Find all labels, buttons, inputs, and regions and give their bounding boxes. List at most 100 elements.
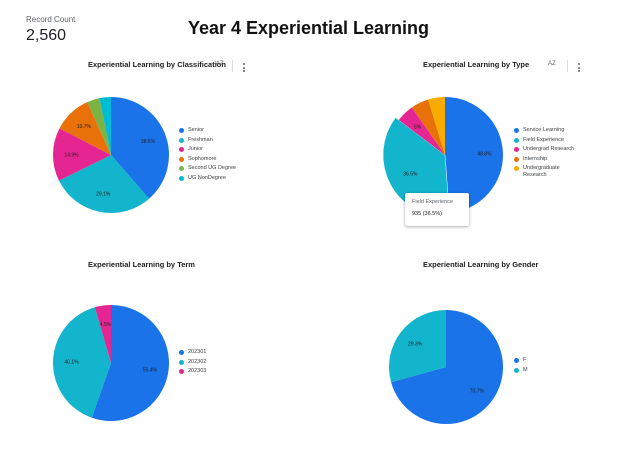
legend-item-freshman[interactable]: Freshman: [179, 137, 236, 144]
legend-label: Field Experience: [523, 136, 564, 143]
legend-item-f[interactable]: F: [514, 357, 528, 364]
legend-label: 202303: [188, 368, 207, 374]
pie-slice-service-learning[interactable]: [445, 97, 504, 213]
legend-item-m[interactable]: M: [514, 367, 528, 374]
legend-item-senior[interactable]: Senior: [179, 127, 236, 134]
legend-label: Junior: [188, 146, 203, 152]
pie-data-label: 40.1%: [64, 360, 79, 366]
pie-slice-internship[interactable]: [411, 99, 445, 155]
legend-item-field-experience[interactable]: Field Experience: [514, 137, 574, 144]
legend-swatch: [514, 128, 519, 133]
pie-data-label: 14.9%: [64, 152, 79, 158]
sort-az-icon[interactable]: AZ: [548, 61, 556, 67]
legend-label: 202302: [188, 358, 207, 365]
legend-swatch: [179, 175, 184, 181]
pie-slice-202302[interactable]: [53, 307, 111, 418]
legend-item-202302[interactable]: 202302: [179, 359, 206, 366]
legend-label: Senior: [188, 127, 204, 133]
legend-swatch: [179, 359, 184, 365]
legend-term: 202301 202302 202303: [179, 349, 206, 378]
pie-chart-gender[interactable]: 70.7% 29.3%: [388, 309, 504, 425]
legend-label: 202301: [188, 349, 207, 355]
pie-data-label: 5%: [414, 124, 422, 130]
legend-type: Service Learning Field Experience Undergra…: [514, 127, 574, 181]
legend-item-202301[interactable]: 202301: [179, 349, 206, 356]
legend-item-internship[interactable]: Internship: [514, 156, 574, 163]
legend-label: Service Learning: [523, 127, 565, 133]
pie-slice-senior[interactable]: [111, 97, 169, 199]
legend-label: Undergraduate Research: [523, 165, 560, 178]
legend-swatch: [179, 128, 184, 133]
pie-slice-m[interactable]: [389, 310, 446, 383]
pie-chart-term[interactable]: 55.4% 40.1% 4.5%: [52, 304, 170, 422]
legend-label: Undergrad Research: [523, 146, 575, 152]
legend-item-undergrad-research[interactable]: Undergrad Research: [514, 146, 574, 153]
tooltip-label: Field Experience: [412, 199, 453, 205]
legend-item-junior[interactable]: Junior: [179, 146, 236, 153]
toolbar-divider: [567, 60, 568, 72]
legend-swatch: [179, 369, 184, 374]
tooltip-value: 935 (36.5%): [412, 211, 442, 217]
report-title: Year 4 Experiential Learning: [187, 18, 430, 38]
pie-slice-ug-nondegree[interactable]: [99, 97, 111, 155]
pie-slice-undergraduate-research[interactable]: [428, 97, 445, 155]
pie-data-label: 38.6%: [141, 139, 156, 145]
legend-swatch: [514, 367, 519, 373]
legend-item-202303[interactable]: 202303: [179, 368, 206, 375]
pie-slice-sophomore[interactable]: [59, 102, 111, 155]
legend-swatch: [179, 137, 184, 143]
legend-item-ug-nondegree[interactable]: UG NonDegree: [179, 175, 236, 182]
legend-item-second-ug-degree[interactable]: Second UG Degree: [179, 165, 236, 172]
legend-label: Sophomore: [188, 155, 217, 162]
legend-swatch: [514, 156, 519, 162]
legend-item-sophomore[interactable]: Sophomore: [179, 156, 236, 163]
legend-swatch: [514, 166, 519, 171]
legend-swatch: [179, 156, 184, 162]
pie-chart-classification[interactable]: 38.6% 29.1% 14.9% 10.7%: [52, 96, 170, 214]
record-count-scorecard[interactable]: Record Count 2,560: [26, 15, 75, 45]
pie-data-label: 70.7%: [470, 388, 485, 394]
legend-label: M: [523, 366, 528, 373]
pie-slice-undergrad-research[interactable]: [398, 107, 445, 155]
legend-label: Freshman: [188, 136, 213, 143]
pie-slice-202301[interactable]: [91, 305, 169, 421]
legend-item-service-learning[interactable]: Service Learning: [514, 127, 574, 134]
chart-title-gender: Experiential Learning by Gender: [423, 260, 539, 269]
chart-tooltip: Field Experience 935 (36.5%): [405, 193, 469, 226]
pie-data-label: 4.5%: [100, 322, 112, 328]
pie-data-label: 48.8%: [477, 151, 492, 157]
pie-data-label: 29.3%: [408, 341, 423, 347]
pie-chart-type[interactable]: 48.8% 36.5% 5%: [382, 96, 504, 218]
chart-title-classification: Experiential Learning by Classification: [88, 60, 226, 69]
legend-item-undergraduate-research[interactable]: Undergraduate Research: [514, 165, 574, 178]
legend-label: Second UG Degree: [188, 165, 236, 171]
record-count-label: Record Count: [26, 15, 76, 24]
sort-az-icon[interactable]: AZ: [216, 61, 224, 67]
pie-slice-second-ug-degree[interactable]: [87, 98, 111, 155]
record-count-value: 2,560: [26, 27, 67, 44]
pie-data-label: 29.1%: [96, 191, 111, 197]
pie-data-label: 10.7%: [77, 124, 92, 130]
legend-swatch: [514, 137, 519, 143]
legend-classification: Senior Freshman Junior Sophomore Second UG D…: [179, 127, 236, 184]
legend-swatch: [179, 350, 184, 355]
chart-title-type: Experiential Learning by Type: [423, 60, 530, 69]
more-vert-icon[interactable]: [577, 63, 581, 74]
legend-label: UG NonDegree: [188, 174, 226, 181]
legend-swatch: [179, 147, 184, 152]
pie-slice-202303[interactable]: [94, 305, 111, 363]
pie-slice-f[interactable]: [391, 310, 503, 424]
legend-label: F: [523, 357, 527, 363]
pie-data-label: 36.5%: [403, 172, 418, 178]
legend-label: Internship: [523, 155, 548, 162]
pie-data-label: 55.4%: [143, 367, 158, 373]
legend-swatch: [514, 358, 519, 363]
pie-slice-freshman[interactable]: [58, 155, 150, 213]
more-vert-icon[interactable]: [242, 63, 246, 74]
legend-swatch: [514, 147, 519, 152]
toolbar-divider: [232, 60, 233, 72]
chart-title-term: Experiential Learning by Term: [88, 260, 195, 269]
legend-swatch: [179, 166, 184, 171]
pie-slice-junior[interactable]: [52, 128, 111, 181]
